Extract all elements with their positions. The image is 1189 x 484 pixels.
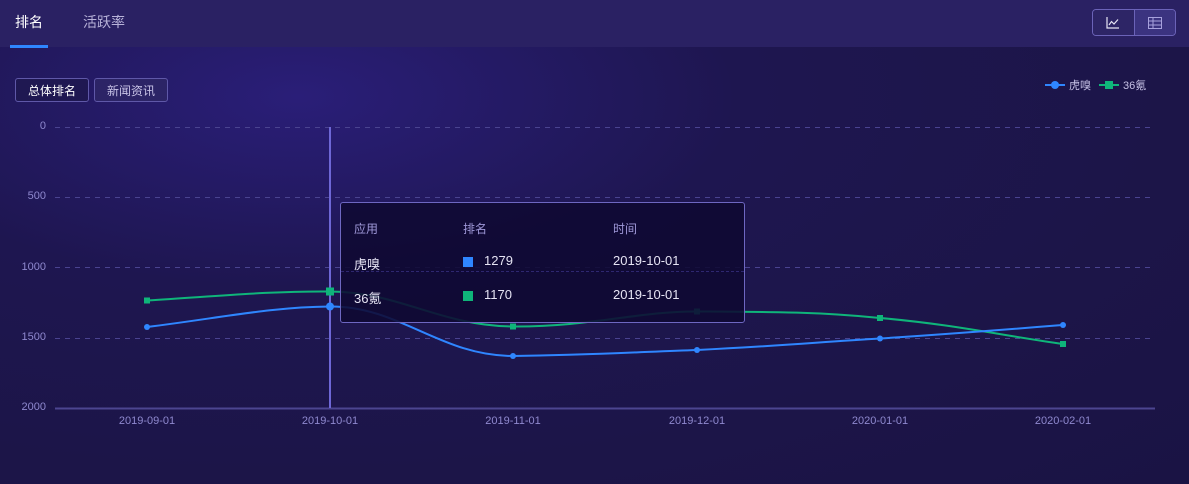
x-tick-label: 2019-10-01 <box>301 415 359 427</box>
line-chart-view-button[interactable] <box>1093 10 1134 35</box>
y-tick-label: 0 <box>39 120 46 132</box>
y-tick-label: 500 <box>27 190 46 202</box>
tooltip-row-divider <box>341 271 744 272</box>
x-tick-label: 2019-09-01 <box>118 415 176 427</box>
y-tick-label: 1000 <box>21 261 46 273</box>
y-tick-label: 1500 <box>21 331 46 343</box>
series-color-swatch <box>463 291 473 301</box>
series-color-swatch <box>463 257 473 267</box>
legend-label: 36氪 <box>1123 80 1147 92</box>
square-marker-icon <box>1099 81 1119 89</box>
legend-label: 虎嗅 <box>1069 80 1091 92</box>
tooltip-rank-value: 1279 <box>484 253 513 268</box>
series-huxiu-markers <box>144 302 1066 359</box>
view-toggle <box>1092 9 1176 36</box>
x-tick-label: 2019-11-01 <box>485 415 541 427</box>
x-tick-label: 2019-12-01 <box>668 415 726 427</box>
tooltip-rank-value: 1170 <box>484 287 512 302</box>
tab-activity-rate[interactable]: 活跃率 <box>83 14 125 30</box>
series-huxiu-line <box>146 305 1064 358</box>
overall-ranking-button[interactable]: 总体排名 <box>15 78 90 102</box>
tooltip-app-name: 36氪 <box>354 291 382 306</box>
legend-item-36kr[interactable]: 36氪 <box>1099 77 1146 93</box>
x-tick-label: 2020-02-01 <box>1034 415 1092 427</box>
circle-marker-icon <box>1045 81 1065 89</box>
table-view-button[interactable] <box>1133 10 1175 35</box>
tab-ranking[interactable]: 排名 <box>15 14 43 30</box>
tooltip-app-name: 虎嗅 <box>354 257 381 272</box>
x-tick-label: 2020-01-01 <box>851 415 909 427</box>
news-info-button[interactable]: 新闻资讯 <box>94 78 169 102</box>
y-tick-label: 2000 <box>21 401 46 413</box>
table-icon <box>1147 16 1162 29</box>
top-bar: 排名 活跃率 <box>0 0 1189 48</box>
chart-tooltip: 应用 排名 时间 虎嗅 1279 2019-10-01 36氪 1170 201… <box>340 202 745 323</box>
line-chart-icon <box>1106 16 1120 29</box>
chart-legend: 虎嗅 36氪 <box>1045 77 1154 93</box>
legend-item-huxiu[interactable]: 虎嗅 <box>1045 77 1091 93</box>
tooltip-header-rank: 排名 <box>463 222 488 236</box>
tooltip-header-app: 应用 <box>354 222 379 236</box>
tooltip-time-value: 2019-10-01 <box>613 253 680 268</box>
active-tab-indicator <box>10 45 48 48</box>
tooltip-header-time: 时间 <box>613 222 638 236</box>
tooltip-time-value: 2019-10-01 <box>613 287 680 302</box>
